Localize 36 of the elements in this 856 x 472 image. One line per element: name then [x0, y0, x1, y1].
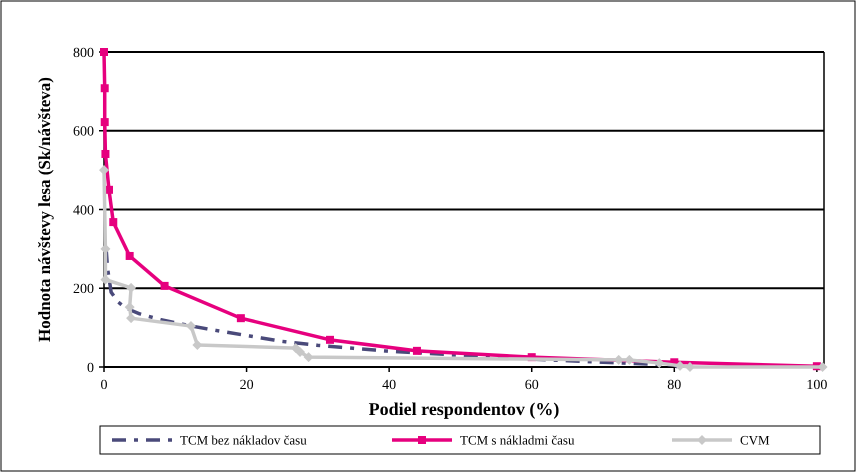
legend-label: TCM bez nákladov času [180, 432, 308, 448]
legend-label: TCM s nákladmi času [460, 432, 575, 448]
x-tick-label: 60 [524, 378, 539, 393]
y-tick-label: 800 [73, 46, 94, 61]
point [160, 282, 169, 290]
y-tick-label: 600 [73, 124, 94, 140]
point [109, 218, 118, 226]
point [326, 336, 334, 344]
y-axis-title: Hodnota návštevy lesa (Sk/návšteva) [35, 77, 54, 342]
y-tick-label: 400 [73, 203, 94, 218]
point [236, 314, 245, 322]
point [100, 84, 109, 92]
y-tick-label: 0 [87, 360, 94, 376]
point [100, 118, 109, 126]
point [101, 150, 110, 158]
legend-label: CVM [740, 432, 770, 448]
point [675, 360, 685, 371]
x-tick-label: 40 [382, 378, 396, 393]
point [126, 313, 136, 324]
point [100, 274, 110, 285]
point [654, 358, 664, 368]
point [126, 282, 136, 293]
x-tick-label: 80 [667, 378, 682, 393]
point [295, 347, 306, 358]
point [186, 321, 196, 332]
x-tick-label: 100 [806, 378, 828, 393]
x-axis-title: Podiel respondentov (%) [368, 399, 560, 419]
x-tick-label: 0 [100, 378, 108, 393]
y-tick-label: 200 [73, 282, 94, 298]
point [412, 346, 421, 355]
x-tick-label: 20 [240, 378, 254, 393]
point [192, 340, 202, 350]
point [126, 252, 134, 260]
point [818, 362, 828, 372]
point [684, 362, 695, 372]
point [124, 302, 135, 312]
